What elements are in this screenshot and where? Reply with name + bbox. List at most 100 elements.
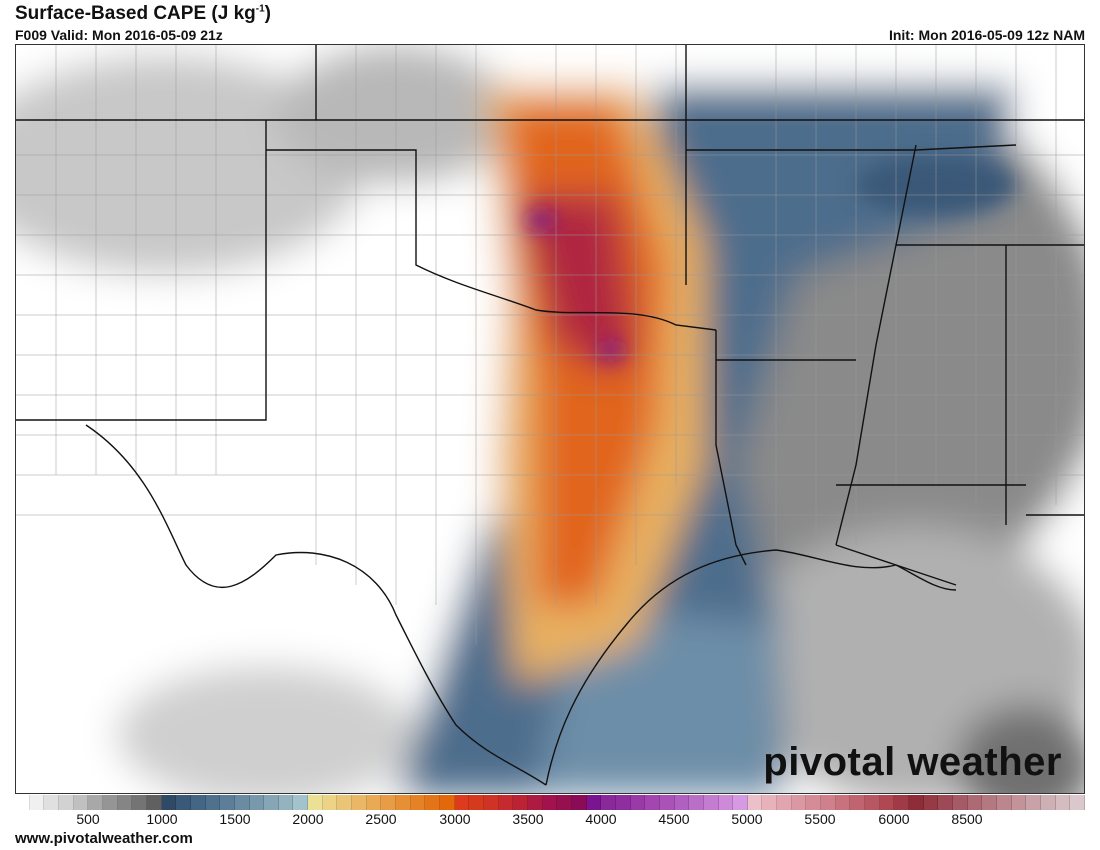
colorbar-cell [586, 795, 602, 810]
county-lines [16, 45, 1084, 645]
colorbar-cell [73, 795, 89, 810]
colorbar-cell [923, 795, 939, 810]
website-url[interactable]: www.pivotalweather.com [15, 830, 193, 847]
init-time: Init: Mon 2016-05-09 12z NAM [888, 27, 1085, 43]
colorbar-cell [1070, 795, 1085, 810]
colorbar-cell [1026, 795, 1041, 810]
colorbar-cell [747, 795, 763, 810]
colorbar-cell [865, 795, 880, 810]
colorbar-label: 500 [76, 811, 100, 827]
colorbar-cell [1040, 795, 1056, 810]
colorbar-cell [513, 795, 528, 810]
colorbar-cell [58, 795, 74, 810]
colorbar-cell [15, 795, 30, 810]
colorbar-cell [425, 795, 441, 810]
colorbar-cell [909, 795, 924, 810]
valid-time: F009 Valid: Mon 2016-05-09 21z [15, 27, 223, 43]
colorbar-cell [454, 795, 470, 810]
colorbar-cell [615, 795, 631, 810]
colorbar-cell [440, 795, 455, 810]
colorbar-cell [982, 795, 997, 810]
colorbar-cell [762, 795, 778, 810]
colorbar-cell [352, 795, 367, 810]
colorbar-cell [703, 795, 719, 810]
colorbar-cell [337, 795, 353, 810]
colorbar-cell [659, 795, 675, 810]
colorbar-cell [205, 795, 221, 810]
colorbar [15, 795, 1085, 810]
pivotal-weather-logo: pivotal weather [763, 740, 1062, 784]
colorbar-cell [29, 795, 45, 810]
colorbar-cell [132, 795, 147, 810]
colorbar-label: 3500 [512, 811, 544, 827]
colorbar-label: 4000 [585, 811, 617, 827]
colorbar-label: 3000 [439, 811, 471, 827]
colorbar-cell [396, 795, 411, 810]
colorbar-cell [190, 795, 206, 810]
map-canvas [16, 45, 1084, 793]
colorbar-cell [234, 795, 250, 810]
colorbar-label: 2500 [365, 811, 397, 827]
colorbar-cell [630, 795, 646, 810]
colorbar-cell [322, 795, 338, 810]
colorbar-cell [806, 795, 822, 810]
colorbar-label: 6000 [878, 811, 910, 827]
colorbar-cell [469, 795, 484, 810]
title-superscript: -1 [255, 3, 265, 15]
colorbar-cell [1011, 795, 1027, 810]
colorbar-cell [571, 795, 587, 810]
colorbar-cell [718, 795, 734, 810]
colorbar-cell [894, 795, 910, 810]
colorbar-label: 8500 [951, 811, 983, 827]
colorbar-cell [498, 795, 514, 810]
colorbar-cell [44, 795, 59, 810]
colorbar-cell [953, 795, 968, 810]
colorbar-cell [366, 795, 382, 810]
colorbar-cell [293, 795, 309, 810]
colorbar-cell [967, 795, 983, 810]
colorbar-cell [176, 795, 191, 810]
colorbar-cell [835, 795, 851, 810]
colorbar-label: 5000 [731, 811, 763, 827]
title-end: ) [264, 3, 271, 24]
colorbar-label: 1500 [219, 811, 251, 827]
colorbar-cell [88, 795, 103, 810]
colorbar-cell [557, 795, 572, 810]
colorbar-cell [689, 795, 704, 810]
cape-max-south [599, 340, 623, 360]
colorbar-cell [777, 795, 792, 810]
colorbar-cell [161, 795, 177, 810]
colorbar-cell [220, 795, 235, 810]
cape-map[interactable]: pivotal weather [15, 44, 1085, 794]
title-text: Surface-Based CAPE (J kg [15, 3, 256, 24]
colorbar-label: 4500 [658, 811, 690, 827]
cape-max-north [527, 210, 555, 230]
state-borders [16, 45, 1084, 786]
colorbar-cell [733, 795, 748, 810]
colorbar-cell [996, 795, 1012, 810]
colorbar-cell [381, 795, 397, 810]
colorbar-label: 5500 [804, 811, 836, 827]
colorbar-label: 2000 [292, 811, 324, 827]
colorbar-cell [821, 795, 836, 810]
colorbar-cell [938, 795, 953, 810]
colorbar-cell [278, 795, 294, 810]
colorbar-cell [1055, 795, 1071, 810]
colorbar-cell [527, 795, 543, 810]
colorbar-cell [601, 795, 616, 810]
colorbar-cell [645, 795, 660, 810]
colorbar-cell [264, 795, 279, 810]
map-title: Surface-Based CAPE (J kg-1) [15, 3, 271, 25]
colorbar-cell [410, 795, 426, 810]
colorbar-cell [102, 795, 118, 810]
colorbar-cell [249, 795, 265, 810]
colorbar-cell [308, 795, 323, 810]
colorbar-cell [542, 795, 558, 810]
colorbar-cell [117, 795, 133, 810]
colorbar-cell [879, 795, 895, 810]
colorbar-cell [484, 795, 499, 810]
colorbar-cell [850, 795, 866, 810]
colorbar-label: 1000 [146, 811, 178, 827]
colorbar-cell [674, 795, 690, 810]
colorbar-cell [791, 795, 807, 810]
